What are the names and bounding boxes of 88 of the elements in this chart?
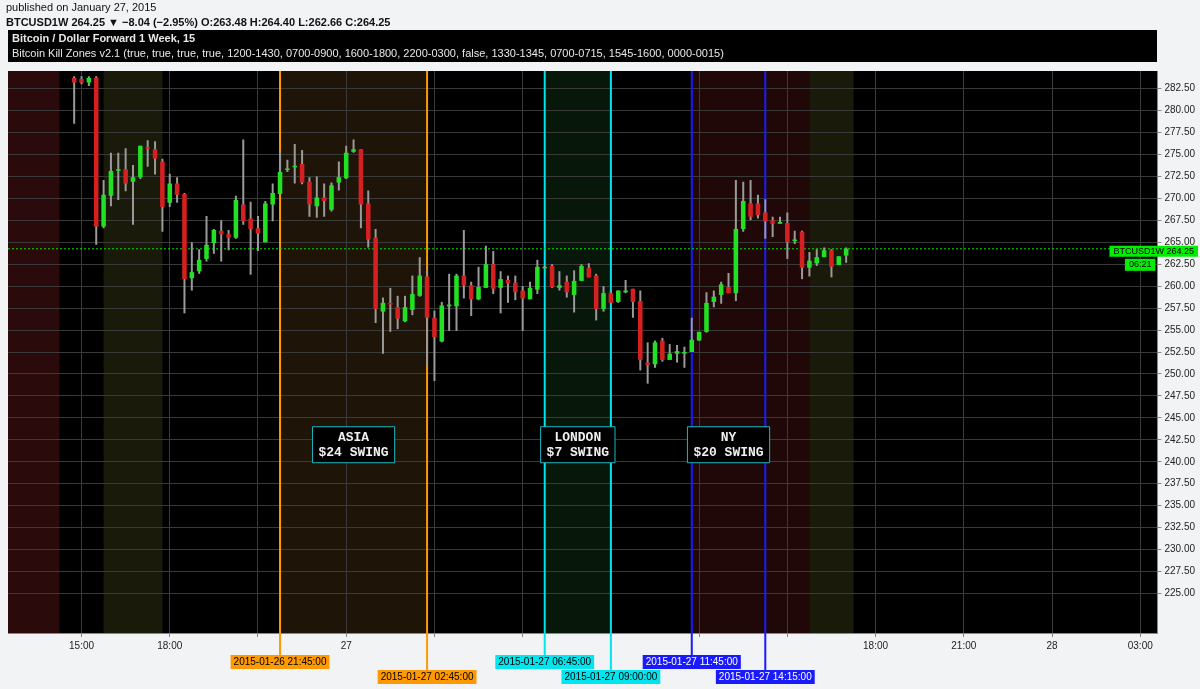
candlestick [498, 270, 503, 315]
candlestick [299, 149, 305, 186]
y-tick-label: 257.50 [1164, 301, 1196, 313]
y-tick-label: 267.50 [1164, 214, 1196, 226]
candlestick [204, 214, 209, 263]
y-tick-label: 282.50 [1164, 82, 1196, 94]
y-tick-label: 240.00 [1164, 455, 1196, 467]
y-tick-label: 237.50 [1164, 477, 1196, 489]
candlestick [226, 228, 231, 252]
candlestick [505, 274, 511, 304]
y-tick-label: 255.00 [1164, 323, 1196, 335]
y-tick-label: 227.50 [1164, 565, 1196, 577]
candlestick [336, 160, 342, 192]
candlestick [145, 139, 150, 168]
x-tick-label: 28 [1046, 639, 1059, 651]
y-tick-label: 225.00 [1164, 587, 1196, 599]
chart-title: BTCUSD1W 264.25 ▼ −8.04 (−2.95%) O:263.48 H:264.40 L:262.66 C:264.25 [6, 15, 392, 30]
candlestick [520, 285, 525, 332]
candlestick [763, 198, 768, 240]
y-tick-label: 272.50 [1164, 170, 1196, 182]
ref-line-label: 2015-01-27 11:45:00 [645, 655, 739, 667]
y-tick-label: 242.50 [1164, 433, 1196, 445]
candlestick [564, 274, 570, 299]
annotation: LONDON $7 SWING [546, 429, 610, 460]
text: Bitcoin Kill Zones v2.1 (true, true, true, true, 1200-1430, 0700-0900, 1600-1800, 2200-0300, false, 1330-1345, 0700-0715, 1545-1600, 0000-0015) [12, 46, 725, 61]
candlestick [770, 215, 775, 238]
candlestick [557, 270, 562, 292]
ref-line-label: BTCUSD1W 264.25 [1113, 245, 1194, 256]
y-tick-label: 277.50 [1164, 126, 1196, 138]
candlestick [123, 147, 128, 193]
ref-line-label: 2015-01-27 14:15:00 [718, 670, 813, 682]
candlestick [682, 345, 687, 369]
candlestick [130, 163, 136, 226]
candlestick [307, 176, 312, 218]
y-tick-label: 275.00 [1164, 148, 1196, 160]
y-tick-label: 265.00 [1164, 235, 1196, 247]
candlestick [388, 286, 393, 333]
ref-line-label: 2015-01-26 21:45:00 [233, 655, 327, 667]
y-tick-label: 280.00 [1164, 104, 1196, 116]
y-tick-label: 262.50 [1164, 257, 1196, 269]
ref-line-label: 2015-01-27 09:00:00 [564, 670, 658, 682]
x-tick-label: 15:00 [69, 639, 95, 651]
candlestick [476, 265, 481, 302]
candlestick [807, 250, 812, 278]
y-tick-label: 245.00 [1164, 411, 1196, 423]
candlestick [241, 138, 246, 226]
candlestick [116, 151, 121, 202]
x-tick-label: 03:00 [1127, 639, 1154, 651]
candlestick [660, 336, 665, 363]
candlestick [321, 182, 327, 218]
y-tick-label: 270.00 [1164, 192, 1196, 204]
candlestick [601, 285, 606, 313]
candlestick [432, 309, 437, 382]
candlestick [410, 274, 415, 317]
text: published on January 27, 2015 [6, 0, 158, 15]
candlestick [248, 200, 253, 276]
candlestick [167, 172, 173, 209]
annotation: 06:21 [1128, 259, 1152, 270]
candlestick [395, 294, 400, 331]
ref-line-label: 2015-01-27 02:45:00 [380, 670, 474, 682]
y-tick-label: 247.50 [1164, 389, 1196, 401]
chart-subtitle: Bitcoin / Dollar Forward 1 Week, 15 [12, 31, 197, 46]
candlestick [380, 296, 386, 355]
candlestick [513, 274, 518, 302]
x-tick-label: 18:00 [157, 639, 183, 651]
candlestick [829, 248, 834, 279]
candlestick [689, 316, 695, 353]
y-tick-label: 230.00 [1164, 543, 1196, 555]
candlestick [152, 140, 158, 176]
annotation: ASIA $24 SWING [318, 429, 389, 460]
y-tick-label: 250.00 [1164, 367, 1196, 379]
x-tick-label: 27 [340, 639, 353, 651]
x-tick-label: 18:00 [863, 639, 889, 651]
candlestick [174, 176, 180, 204]
ref-line-label: 2015-01-27 06:45:00 [498, 655, 592, 667]
candlestick [314, 175, 320, 219]
annotation: NY $20 SWING [693, 429, 764, 460]
candlestick [785, 211, 790, 260]
candlestick [718, 280, 724, 305]
candlestick [417, 256, 423, 298]
y-tick-label: 260.00 [1164, 279, 1196, 291]
candlestick [270, 182, 275, 223]
x-tick-label: 21:00 [951, 639, 977, 651]
y-tick-label: 252.50 [1164, 345, 1196, 357]
y-tick-label: 235.00 [1164, 499, 1196, 511]
candlestick [748, 178, 753, 222]
candlestick [535, 258, 540, 296]
y-tick-label: 232.50 [1164, 521, 1196, 533]
